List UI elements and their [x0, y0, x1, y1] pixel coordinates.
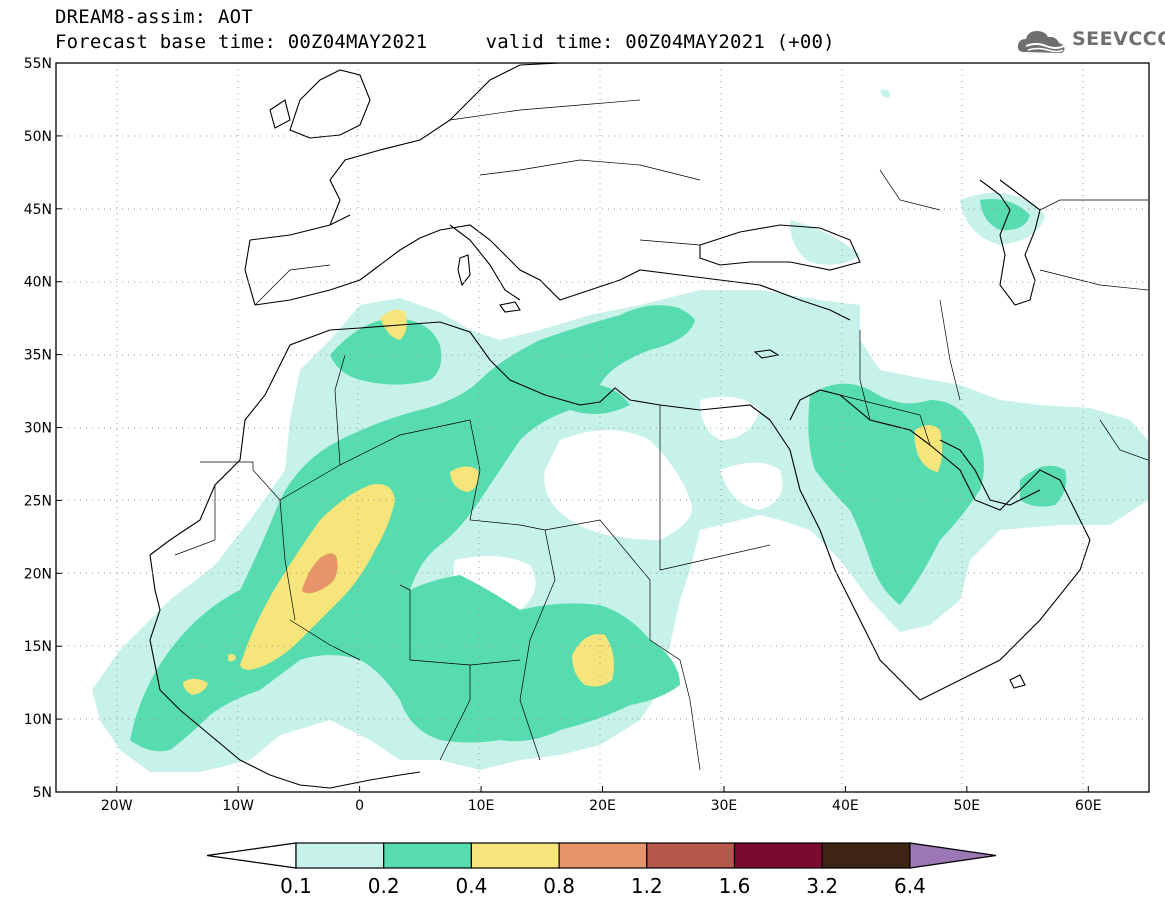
lat-tick-label: 55N — [24, 56, 52, 72]
logo-text: SEEVCCC — [1072, 28, 1165, 50]
lat-tick-label: 50N — [24, 129, 52, 145]
forecast-time-subtitle: Forecast base time: 00Z04MAY2021 valid t… — [55, 31, 835, 53]
colorbar-label: 0.8 — [543, 874, 575, 898]
colorbar-label: 0.2 — [368, 874, 400, 898]
colorbar-label: 0.1 — [280, 874, 312, 898]
lon-tick-label: 10W — [222, 798, 254, 814]
coastlines — [149, 63, 1091, 789]
colorbar-segment — [558, 842, 648, 869]
lat-axis: 55N 50N 45N 40N 35N 30N 25N 20N 15N 10N 5N — [24, 56, 62, 801]
lat-tick-label: 30N — [24, 421, 52, 437]
lat-tick-label: 35N — [24, 348, 52, 364]
lat-tick-label: 45N — [24, 202, 52, 218]
colorbar-segment — [470, 842, 560, 869]
lon-axis: 20W 10W 0 10E 20E 30E 40E 50E 60E — [101, 786, 1102, 814]
lon-tick-label: 0 — [355, 798, 364, 814]
lon-tick-label: 10E — [468, 798, 495, 814]
cloud-icon — [1017, 31, 1065, 53]
colorbar-arrow-low — [206, 842, 297, 869]
lat-tick-label: 10N — [24, 712, 52, 728]
lon-tick-label: 20W — [101, 798, 133, 814]
colorbar-segment — [646, 842, 736, 869]
lon-tick-label: 40E — [832, 798, 859, 814]
lat-tick-label: 25N — [24, 493, 52, 509]
lat-tick-label: 20N — [24, 566, 52, 582]
graticule — [56, 63, 1149, 792]
colorbar-label: 1.2 — [631, 874, 663, 898]
aot-level-0.8 — [302, 553, 338, 594]
colorbar: 0.1 0.2 0.4 0.8 1.2 1.6 3.2 6.4 — [206, 842, 997, 898]
map-title: DREAM8-assim: AOT — [55, 6, 253, 28]
lon-tick-label: 30E — [711, 798, 738, 814]
lat-tick-label: 15N — [24, 639, 52, 655]
lon-tick-label: 20E — [589, 798, 616, 814]
lon-tick-label: 50E — [953, 798, 980, 814]
colorbar-label: 6.4 — [894, 874, 926, 898]
colorbar-segment — [295, 842, 385, 869]
lat-tick-label: 40N — [24, 275, 52, 291]
borders — [174, 99, 1149, 771]
colorbar-segment — [383, 842, 473, 869]
colorbar-arrow-high — [909, 842, 997, 869]
lat-tick-label: 5N — [33, 785, 52, 801]
colorbar-label: 3.2 — [806, 874, 838, 898]
colorbar-segment — [821, 842, 911, 869]
aot-shading — [92, 89, 1148, 772]
colorbar-segment — [733, 842, 823, 869]
colorbar-label: 0.4 — [455, 874, 487, 898]
colorbar-label: 1.6 — [719, 874, 751, 898]
lon-tick-label: 60E — [1075, 798, 1102, 814]
